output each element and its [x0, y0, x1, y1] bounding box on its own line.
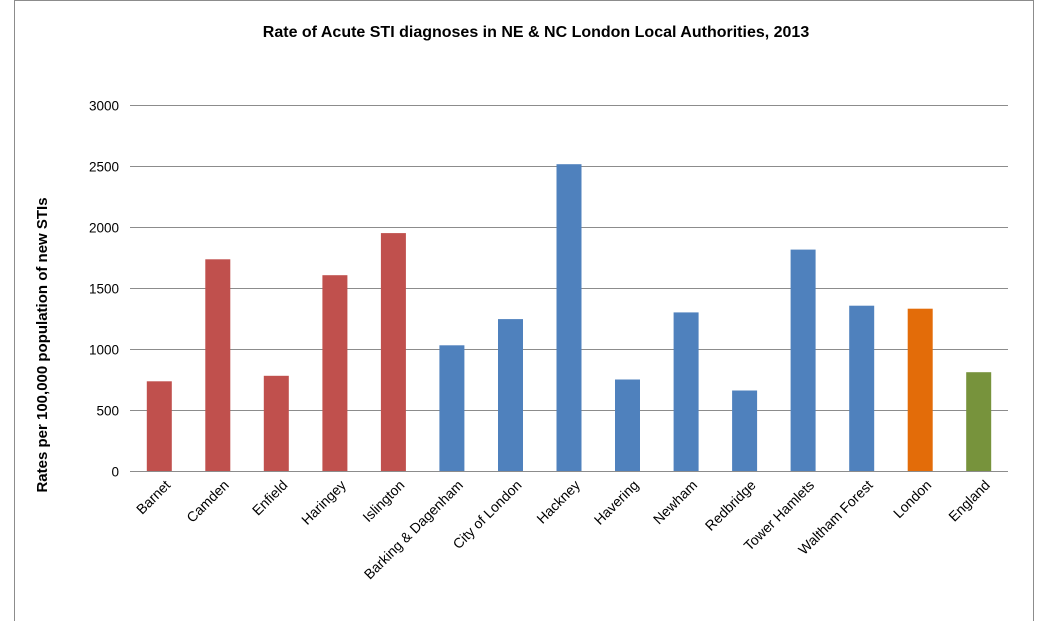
y-axis-label: Rates per 100,000 population of new STIs — [34, 197, 51, 492]
y-tick-label: 500 — [96, 404, 119, 419]
bar — [322, 275, 348, 471]
y-tick-label: 1000 — [89, 343, 119, 358]
bar — [790, 249, 816, 471]
bar — [146, 381, 172, 471]
x-tick-label: Enfield — [249, 477, 291, 519]
y-tick-label: 1500 — [89, 282, 119, 297]
x-tick-label: Barnet — [133, 477, 174, 518]
x-tick-label: Hackney — [533, 477, 583, 527]
y-axis-ticks: 0 500 1000 1500 2000 2500 3000 — [89, 99, 119, 480]
x-tick-label: England — [945, 477, 993, 525]
bar — [966, 372, 992, 471]
bar — [439, 345, 465, 471]
x-tick-label: London — [890, 477, 934, 521]
x-tick-label: Redbridge — [702, 477, 759, 534]
bar — [907, 308, 933, 471]
y-tick-label: 0 — [111, 465, 119, 480]
x-tick-label: Haringey — [298, 477, 349, 528]
bars — [146, 164, 992, 471]
y-tick-label: 3000 — [89, 99, 119, 114]
bar — [849, 305, 875, 471]
x-tick-label: Islington — [359, 477, 407, 525]
x-tick-label: Havering — [591, 477, 642, 528]
y-tick-label: 2500 — [89, 160, 119, 175]
bar — [380, 233, 406, 471]
bar — [732, 390, 758, 471]
chart-title: Rate of Acute STI diagnoses in NE & NC L… — [263, 24, 810, 41]
bar — [205, 259, 231, 471]
chart-frame — [14, 0, 1034, 621]
bar — [498, 319, 523, 471]
bar — [556, 164, 582, 471]
bar — [615, 379, 640, 471]
y-tick-label: 2000 — [89, 221, 119, 236]
bar — [673, 312, 699, 471]
x-tick-label: Barking & Dagenham — [361, 477, 466, 582]
bar — [263, 375, 289, 471]
x-axis-ticks: Barnet Camden Enfield Haringey IslingtonBark… — [133, 477, 993, 583]
x-tick-label: Newham — [650, 477, 700, 527]
x-tick-label: Camden — [183, 477, 232, 526]
